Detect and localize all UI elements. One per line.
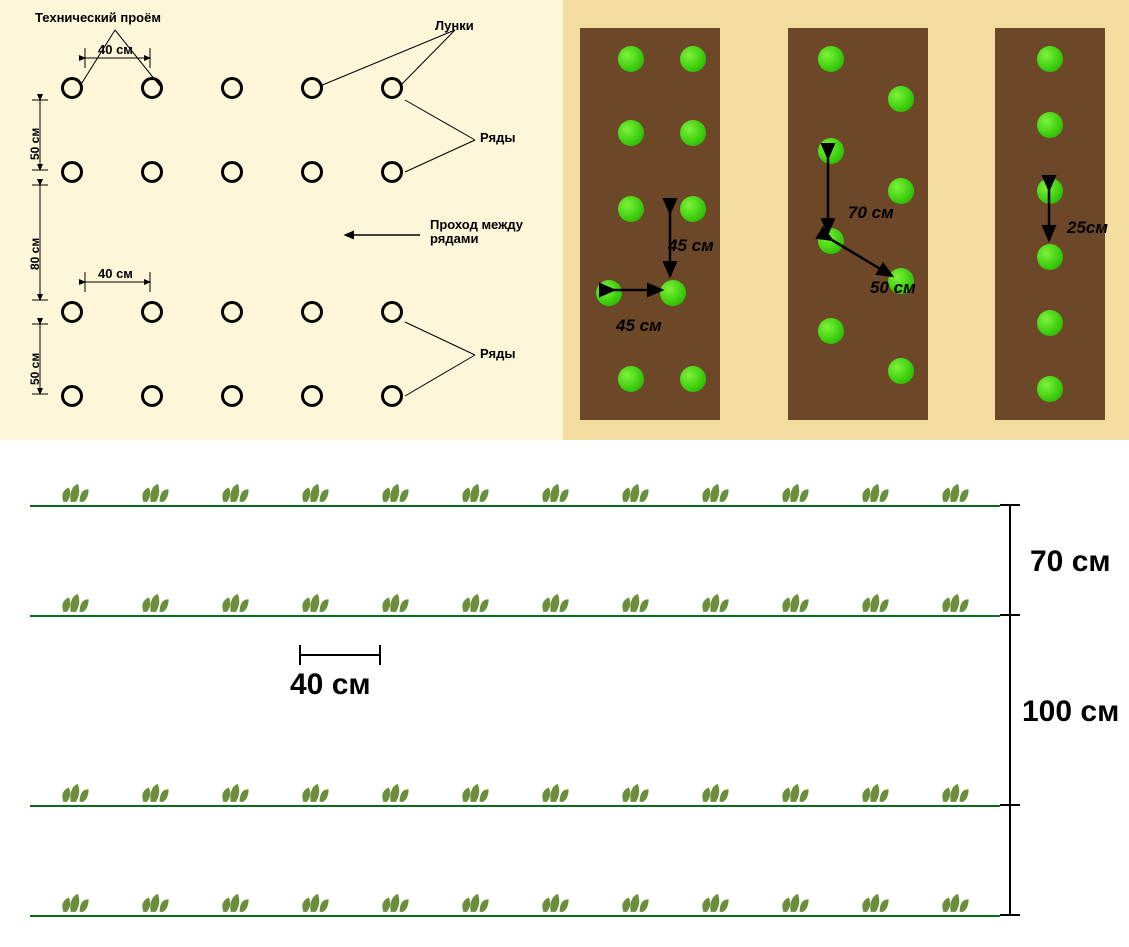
plant-dot xyxy=(888,358,914,384)
planting-hole xyxy=(141,385,163,407)
label-holes: Лунки xyxy=(435,18,474,33)
plant-dot xyxy=(1037,46,1063,72)
plant-dot xyxy=(660,280,686,306)
plant-dot xyxy=(818,318,844,344)
dim-50-top: 50 см xyxy=(28,128,42,160)
bottom-rows: 40 см 70 см 100 см xyxy=(0,440,1129,947)
planting-hole xyxy=(221,161,243,183)
planting-hole xyxy=(301,161,323,183)
planting-hole xyxy=(381,301,403,323)
planting-hole xyxy=(301,77,323,99)
dim-plant-spacing: 40 см xyxy=(290,668,371,702)
plant-dot xyxy=(618,366,644,392)
plant-dot xyxy=(888,178,914,204)
plant-dot xyxy=(618,46,644,72)
dim-label: 50 см xyxy=(870,278,916,298)
planting-hole xyxy=(61,161,83,183)
planting-hole xyxy=(221,77,243,99)
plant-dot xyxy=(888,86,914,112)
plant-dot xyxy=(1037,112,1063,138)
dim-row-gap-2: 100 см xyxy=(1022,695,1119,729)
dim-row-gap-1: 70 см xyxy=(1030,545,1111,579)
planting-hole xyxy=(301,385,323,407)
planting-hole xyxy=(141,161,163,183)
plant-dot xyxy=(596,280,622,306)
plant-dot xyxy=(680,120,706,146)
plant-dot xyxy=(618,196,644,222)
dim-label: 45 см xyxy=(616,316,662,336)
planting-hole xyxy=(141,301,163,323)
label-rows-2: Ряды xyxy=(480,346,515,361)
planting-hole xyxy=(221,301,243,323)
plant-dot xyxy=(818,228,844,254)
planting-hole xyxy=(381,77,403,99)
plant-dot xyxy=(818,46,844,72)
planting-hole xyxy=(61,385,83,407)
plant-dot xyxy=(680,46,706,72)
label-rows-1: Ряды xyxy=(480,130,515,145)
dim-label: 45 см xyxy=(668,236,714,256)
plant-dot xyxy=(1037,244,1063,270)
planting-hole xyxy=(61,77,83,99)
dim-80: 80 см xyxy=(28,238,42,270)
planting-hole xyxy=(141,77,163,99)
label-tech-gap: Технический проём xyxy=(35,10,161,25)
dim-40-bot: 40 см xyxy=(98,266,133,281)
plant-dot xyxy=(1037,310,1063,336)
planting-hole xyxy=(221,385,243,407)
planting-hole xyxy=(61,301,83,323)
plant-dot xyxy=(680,366,706,392)
dim-label: 70 см xyxy=(848,203,894,223)
plant-dot xyxy=(680,196,706,222)
planting-hole xyxy=(381,385,403,407)
plant-dot xyxy=(1037,376,1063,402)
label-aisle: Проход между рядами xyxy=(430,218,550,247)
top-left-scheme: Технический проём Лунки Ряды Ряды Проход… xyxy=(0,0,563,440)
dim-40-top: 40 см xyxy=(98,42,133,57)
top-right-beds: 45 см 45 см 70 см 50 см 25см xyxy=(563,0,1129,440)
dim-label: 25см xyxy=(1067,218,1108,238)
planting-hole xyxy=(301,301,323,323)
dim-50-bot: 50 см xyxy=(28,353,42,385)
plant-dot xyxy=(618,120,644,146)
garden-bed xyxy=(580,28,720,420)
bot-svg xyxy=(0,440,1129,947)
planting-hole xyxy=(381,161,403,183)
plant-dot xyxy=(1037,178,1063,204)
plant-dot xyxy=(818,138,844,164)
